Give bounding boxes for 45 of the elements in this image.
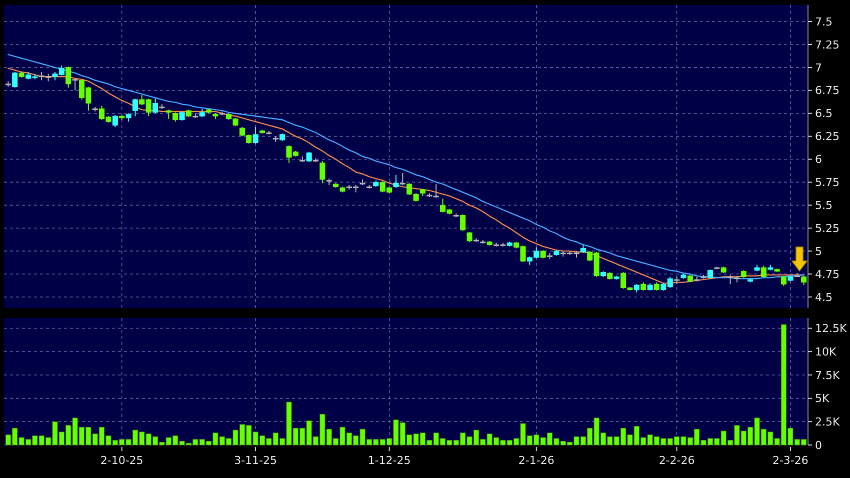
candlestick bbox=[400, 172, 406, 186]
candlestick bbox=[12, 72, 18, 88]
candlestick bbox=[152, 98, 158, 114]
candlestick bbox=[166, 109, 172, 120]
y-tick-label: 6.25 bbox=[815, 130, 840, 144]
y-tick-label: 10K bbox=[815, 345, 837, 358]
y-tick-label: 6.5 bbox=[815, 107, 832, 120]
candlestick bbox=[466, 231, 472, 242]
candlestick bbox=[760, 265, 766, 278]
y-tick-label: 7.5K bbox=[815, 368, 840, 382]
candlestick bbox=[707, 268, 713, 280]
x-tick-label: 2-1-26 bbox=[518, 454, 554, 467]
y-tick-label: 2.5K bbox=[815, 416, 840, 429]
candlestick bbox=[112, 114, 118, 128]
y-tick-label: 5 bbox=[815, 244, 822, 258]
x-tick-label: 2-10-25 bbox=[100, 454, 144, 467]
candlestick bbox=[460, 214, 466, 232]
candlestick bbox=[132, 98, 138, 117]
y-tick-label: 12.5K bbox=[815, 322, 848, 336]
y-tick-label: 5.5 bbox=[815, 199, 832, 212]
y-tick-label: 5K bbox=[815, 392, 830, 406]
x-tick-label: 3-11-25 bbox=[234, 454, 278, 467]
y-tick-label: 0 bbox=[815, 438, 822, 452]
y-tick-label: 6.75 bbox=[815, 84, 840, 98]
candlestick bbox=[801, 275, 807, 286]
x-tick-label: 1-12-25 bbox=[368, 454, 411, 467]
y-tick-label: 7 bbox=[815, 61, 822, 74]
y-tick-label: 5.75 bbox=[815, 176, 840, 190]
y-tick-label: 7.5 bbox=[815, 15, 832, 28]
y-tick-label: 4.5 bbox=[815, 290, 832, 304]
y-tick-label: 6 bbox=[815, 153, 822, 166]
candlestick bbox=[393, 174, 399, 188]
x-tick-label: 2-2-26 bbox=[658, 454, 695, 467]
candlestick bbox=[252, 126, 258, 144]
candlestick bbox=[306, 151, 312, 163]
y-tick-label: 4.75 bbox=[815, 268, 840, 281]
candlestick bbox=[72, 78, 78, 91]
candlestick bbox=[320, 160, 326, 184]
x-tick-label: 2-3-26 bbox=[772, 454, 808, 467]
y-tick-label: 5.25 bbox=[815, 222, 840, 235]
candlestick bbox=[179, 111, 185, 122]
y-tick-label: 7.25 bbox=[815, 38, 840, 52]
candlestick bbox=[781, 275, 787, 286]
candlestick bbox=[172, 112, 178, 122]
candlestick bbox=[66, 66, 72, 88]
